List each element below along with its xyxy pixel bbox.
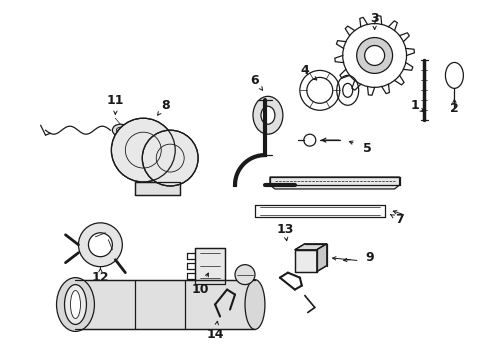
Text: 14: 14 xyxy=(206,328,224,341)
Polygon shape xyxy=(317,244,327,272)
Ellipse shape xyxy=(112,124,128,136)
Circle shape xyxy=(142,130,198,186)
Circle shape xyxy=(89,233,112,257)
Ellipse shape xyxy=(65,285,86,324)
Text: 4: 4 xyxy=(300,64,309,77)
Text: 3: 3 xyxy=(370,12,379,25)
Polygon shape xyxy=(135,182,180,195)
Text: 8: 8 xyxy=(161,99,170,112)
Ellipse shape xyxy=(253,96,283,134)
Text: 7: 7 xyxy=(395,213,404,226)
Circle shape xyxy=(111,118,175,182)
Polygon shape xyxy=(295,250,317,272)
Text: 6: 6 xyxy=(251,74,259,87)
Polygon shape xyxy=(75,280,255,329)
Text: 12: 12 xyxy=(92,271,109,284)
Polygon shape xyxy=(195,248,225,284)
Text: 9: 9 xyxy=(366,251,374,264)
Ellipse shape xyxy=(71,291,80,319)
Polygon shape xyxy=(295,244,327,250)
Text: 11: 11 xyxy=(107,94,124,107)
Circle shape xyxy=(365,45,385,66)
Text: 1: 1 xyxy=(410,99,419,112)
Polygon shape xyxy=(270,177,399,189)
Text: 5: 5 xyxy=(363,141,372,155)
Text: 10: 10 xyxy=(192,283,209,296)
Circle shape xyxy=(357,37,392,73)
Circle shape xyxy=(78,223,122,267)
Circle shape xyxy=(235,265,255,285)
Ellipse shape xyxy=(245,280,265,329)
Ellipse shape xyxy=(56,278,95,332)
Text: 13: 13 xyxy=(276,223,294,236)
Text: 2: 2 xyxy=(450,102,459,115)
Ellipse shape xyxy=(261,106,275,124)
